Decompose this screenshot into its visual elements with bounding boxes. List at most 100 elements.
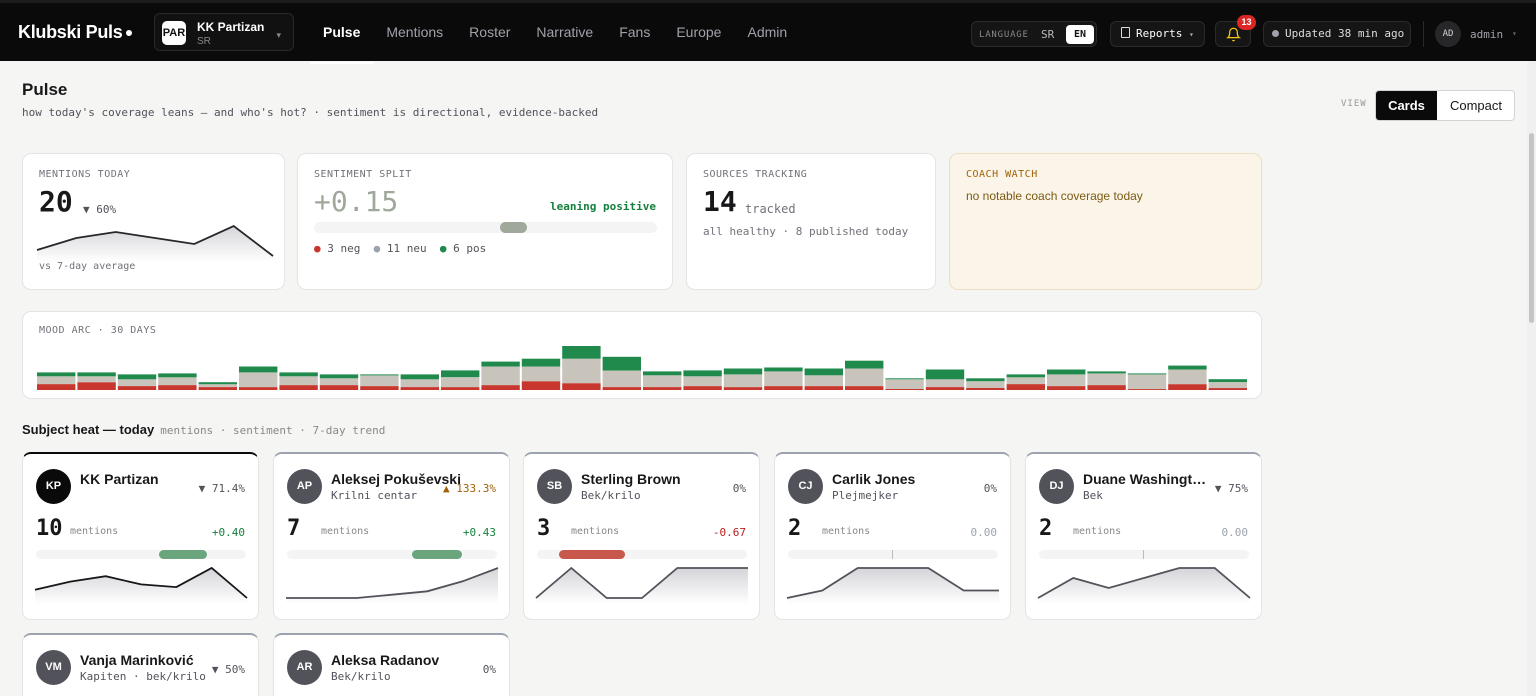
mood-bar-pos: [239, 366, 278, 373]
mentions-label: mentions: [70, 526, 119, 537]
reports-button[interactable]: Reports ▾: [1110, 21, 1205, 47]
sparkline-area: [35, 568, 247, 604]
mood-bar-neu: [562, 358, 601, 384]
language-switcher: LANGUAGE SR EN: [971, 21, 1097, 47]
neutral-tick: [892, 550, 893, 559]
neutral-count: 11 neu: [386, 242, 427, 255]
nav-pulse[interactable]: Pulse: [310, 3, 374, 64]
subject-change: 0%: [732, 482, 746, 495]
subject-change: ▲ 133.3%: [443, 482, 496, 495]
mentions-label: mentions: [321, 526, 370, 537]
sentiment-marker: [499, 222, 527, 233]
mood-bar-neu: [1006, 377, 1045, 385]
user-menu[interactable]: AD admin ▾: [1435, 21, 1525, 47]
subject-sentiment-bar: [1039, 550, 1249, 559]
sparkline-area: [286, 568, 498, 604]
mood-bar-neg: [158, 385, 197, 390]
updated-status: Updated 38 min ago: [1263, 21, 1411, 47]
nav-admin[interactable]: Admin: [747, 24, 788, 40]
chevron-down-icon: ▾: [1512, 29, 1517, 38]
view-compact-button[interactable]: Compact: [1449, 98, 1503, 113]
notifications-button[interactable]: 13: [1215, 15, 1256, 47]
club-switcher[interactable]: PAR KK Partizan SR ▾: [154, 13, 294, 51]
coach-label: COACH WATCH: [966, 169, 1038, 180]
subject-card[interactable]: VM Vanja Marinković Kapiten · bek/krilo ▼ 5…: [22, 633, 259, 696]
document-icon: [1121, 27, 1130, 38]
main-nav: Pulse Mentions Roster Narrative Fans Eur…: [310, 3, 800, 64]
divider: [1423, 21, 1424, 47]
mood-bar-pos: [562, 346, 601, 359]
sources-note: all healthy · 8 published today: [703, 225, 909, 238]
subject-card[interactable]: SB Sterling Brown Bek/krilo 0% 3 mentions -0.6…: [523, 452, 760, 620]
mood-bar-neu: [845, 368, 884, 387]
subject-card[interactable]: CJ Carlik Jones Plejmejker 0% 2 mentions 0.00: [774, 452, 1011, 620]
subject-trend-sparkline: [786, 567, 999, 604]
subject-sentiment: +0.40: [211, 526, 245, 539]
mood-bar-neg: [562, 383, 601, 390]
subject-name: Aleksa Radanov: [331, 652, 440, 668]
chevron-down-icon: ▾: [1188, 30, 1194, 39]
nav-europe[interactable]: Europe: [676, 24, 722, 40]
mood-bar-neg: [925, 387, 965, 390]
nav-fans[interactable]: Fans: [619, 24, 651, 40]
mood-bar-pos: [602, 356, 641, 371]
avatar: DJ: [1039, 469, 1074, 504]
logo-dot: [126, 30, 133, 37]
app-name: Klubski Puls: [18, 22, 123, 42]
mood-bar-neu: [239, 372, 278, 388]
mood-bar-pos: [198, 382, 237, 385]
lang-option-sr[interactable]: SR: [1041, 28, 1055, 41]
mood-bar-neg: [481, 385, 520, 390]
app-logo[interactable]: Klubski Puls: [18, 22, 133, 43]
subject-role: Bek/krilo: [331, 670, 391, 683]
mood-bar-neg: [1006, 384, 1045, 390]
coach-watch-card: COACH WATCH no notable coach coverage to…: [949, 153, 1262, 290]
mentions-value: 20: [39, 185, 73, 218]
subject-name: Sterling Brown: [581, 471, 681, 487]
view-label: VIEW: [1341, 99, 1367, 109]
mood-bar-pos: [158, 373, 197, 378]
sentiment-tag: leaning positive: [550, 200, 656, 213]
mood-bar-neu: [360, 375, 399, 387]
sources-unit: tracked: [745, 202, 796, 216]
updated-text: Updated 38 min ago: [1285, 27, 1405, 40]
mood-bar-neg: [1047, 386, 1086, 390]
avatar: KP: [36, 469, 71, 504]
mood-bar-neu: [1168, 369, 1207, 385]
sentiment-fill: [412, 550, 462, 559]
lang-option-en[interactable]: EN: [1066, 25, 1094, 44]
avatar: SB: [537, 469, 572, 504]
negative-dot-icon: ●: [314, 242, 321, 255]
subject-trend-sparkline: [286, 567, 499, 604]
subject-card[interactable]: KP KK Partizan ▼ 71.4% 10 mentions +0.40: [22, 452, 259, 620]
sparkline-area: [37, 226, 273, 262]
subject-sentiment: 0.00: [970, 526, 998, 539]
nav-narrative[interactable]: Narrative: [536, 24, 594, 40]
sentiment-value: +0.15: [314, 185, 399, 218]
mood-bar-neu: [117, 379, 157, 386]
mood-bar-neg: [804, 386, 843, 390]
chevron-down-icon: ▾: [276, 30, 281, 40]
mood-bar-neg: [319, 385, 359, 390]
subject-change: 0%: [482, 663, 496, 676]
nav-mentions[interactable]: Mentions: [386, 24, 444, 40]
subject-sentiment: 0.00: [1221, 526, 1249, 539]
scrollbar[interactable]: [1527, 61, 1536, 696]
mood-bar-pos: [319, 374, 359, 379]
scrollbar-thumb[interactable]: [1529, 133, 1534, 323]
mood-bar-pos: [845, 360, 884, 369]
subject-card[interactable]: DJ Duane Washington Jr. Bek ▼ 75% 2 mentions 0…: [1025, 452, 1262, 620]
sentiment-bar: [314, 222, 657, 233]
mood-bar-pos: [804, 368, 843, 376]
nav-roster[interactable]: Roster: [469, 24, 511, 40]
mentions-label: mentions: [1073, 526, 1122, 537]
view-cards-button[interactable]: Cards: [1376, 91, 1437, 120]
negative-count: 3 neg: [327, 242, 361, 255]
mood-bar-neu: [158, 377, 197, 386]
mood-bar-neg: [885, 389, 924, 390]
subject-card[interactable]: AR Aleksa Radanov Bek/krilo 0%: [273, 633, 510, 696]
mood-bar-neg: [117, 386, 157, 390]
bell-icon: [1226, 27, 1241, 42]
avatar: AD: [1435, 21, 1461, 47]
subject-card[interactable]: AP Aleksej Pokuševski Krilni centar ▲ 133.3…: [273, 452, 510, 620]
